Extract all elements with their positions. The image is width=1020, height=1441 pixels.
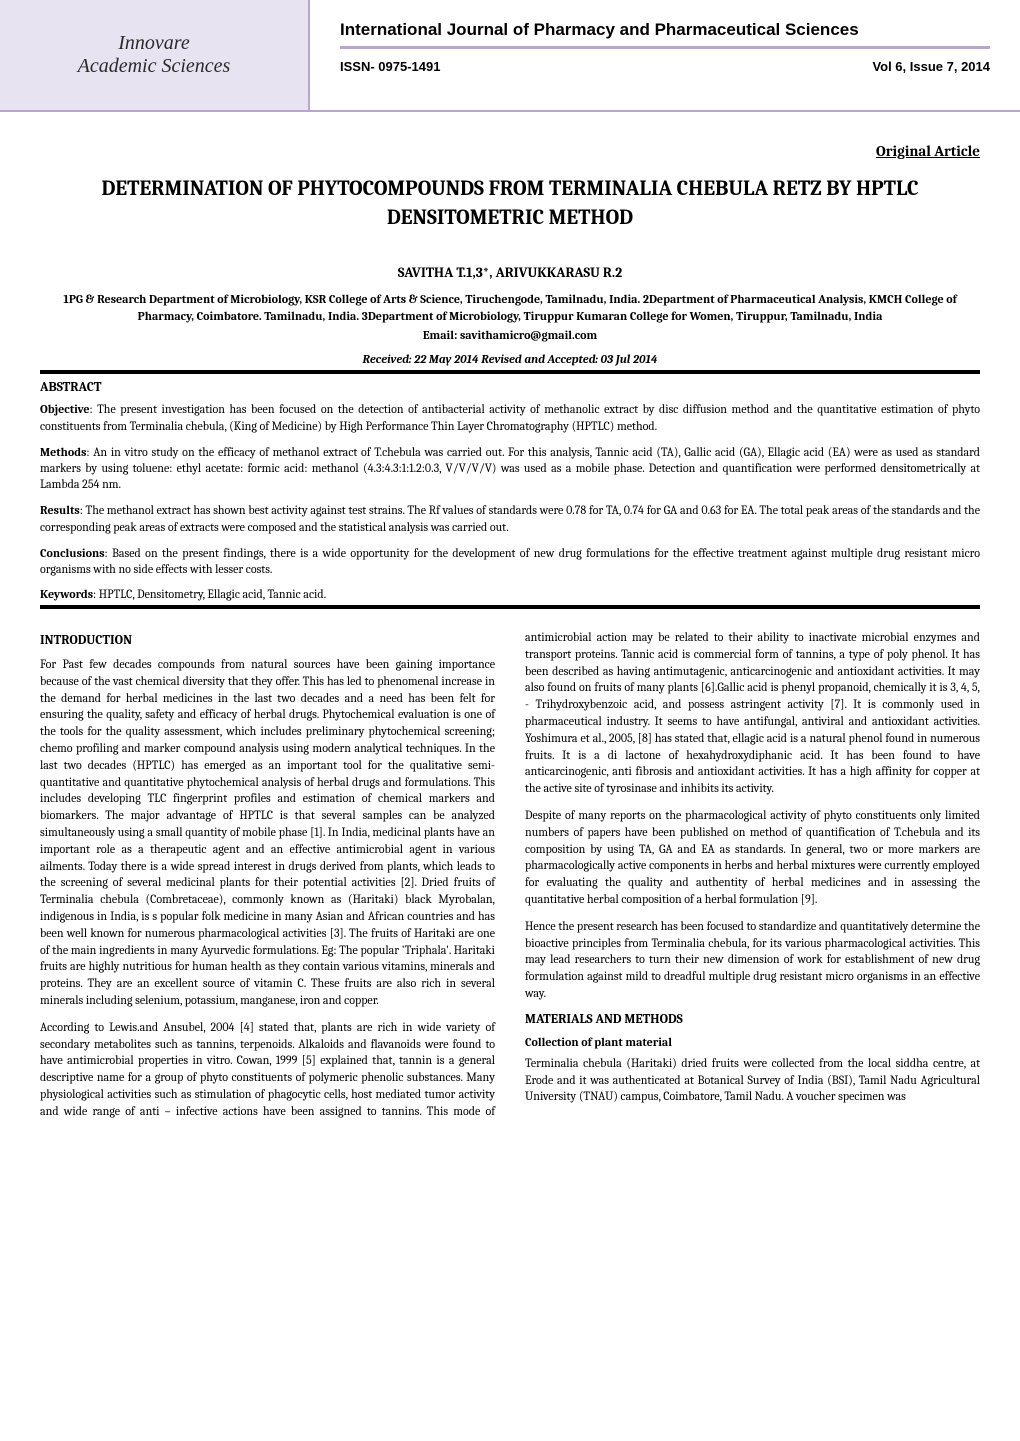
- abstract-results: Results: The methanol extract has shown …: [40, 502, 980, 534]
- keywords-label: Keywords: [40, 587, 93, 601]
- abstract-objective: Objective: The present investigation has…: [40, 401, 980, 433]
- journal-meta: ISSN- 0975-1491 Vol 6, Issue 7, 2014: [340, 59, 990, 74]
- dates: Received: 22 May 2014 Revised and Accept…: [40, 352, 980, 366]
- methods-heading: MATERIALS AND METHODS: [525, 1012, 980, 1027]
- journal-volume: Vol 6, Issue 7, 2014: [872, 59, 990, 74]
- article-title: DETERMINATION OF PHYTOCOMPOUNDS FROM TER…: [40, 175, 980, 234]
- article-content: Original Article DETERMINATION OF PHYTOC…: [0, 112, 1020, 1150]
- affiliations: 1PG & Research Department of Microbiolog…: [40, 291, 980, 325]
- abstract-conclusions: Conclusions: Based on the present findin…: [40, 545, 980, 577]
- subsection-collection: Collection of plant material: [525, 1035, 980, 1049]
- keywords-text: : HPTLC, Densitometry, Ellagic acid, Tan…: [93, 587, 326, 601]
- intro-p4: Hence the present research has been focu…: [525, 918, 980, 1002]
- objective-text: : The present investigation has been foc…: [40, 402, 980, 432]
- methods-p1: Terminalia chebula (Haritaki) dried frui…: [525, 1055, 980, 1105]
- abstract-heading: ABSTRACT: [40, 380, 980, 395]
- intro-p1: For Past few decades compounds from natu…: [40, 656, 495, 1009]
- conclusions-text: : Based on the present findings, there i…: [40, 546, 980, 576]
- page-header: Innovare Academic Sciences International…: [0, 0, 1020, 112]
- intro-p3: Despite of many reports on the pharmacol…: [525, 807, 980, 908]
- publisher-box: Innovare Academic Sciences: [0, 0, 310, 110]
- objective-label: Objective: [40, 402, 90, 416]
- methods-label: Methods: [40, 445, 86, 459]
- journal-title: International Journal of Pharmacy and Ph…: [340, 20, 990, 49]
- body-columns: INTRODUCTION For Past few decades compou…: [40, 629, 980, 1120]
- rule-bottom: [40, 605, 980, 609]
- results-text: : The methanol extract has shown best ac…: [40, 503, 980, 533]
- article-type: Original Article: [40, 142, 980, 160]
- keywords: Keywords: HPTLC, Densitometry, Ellagic a…: [40, 587, 980, 601]
- abstract-methods: Methods: An in vitro study on the effica…: [40, 444, 980, 493]
- email: Email: savithamicro@gmail.com: [40, 328, 980, 342]
- journal-issn: ISSN- 0975-1491: [340, 59, 440, 74]
- authors: SAVITHA T.1,3*, ARIVUKKARASU R.2: [40, 264, 980, 281]
- intro-heading: INTRODUCTION: [40, 633, 495, 648]
- results-label: Results: [40, 503, 80, 517]
- publisher-line1: Innovare: [118, 32, 189, 55]
- journal-header: International Journal of Pharmacy and Ph…: [310, 0, 1020, 110]
- publisher-line2: Academic Sciences: [78, 55, 231, 78]
- rule-top: [40, 370, 980, 374]
- conclusions-label: Conclusions: [40, 546, 105, 560]
- methods-text: : An in vitro study on the efficacy of m…: [40, 445, 980, 491]
